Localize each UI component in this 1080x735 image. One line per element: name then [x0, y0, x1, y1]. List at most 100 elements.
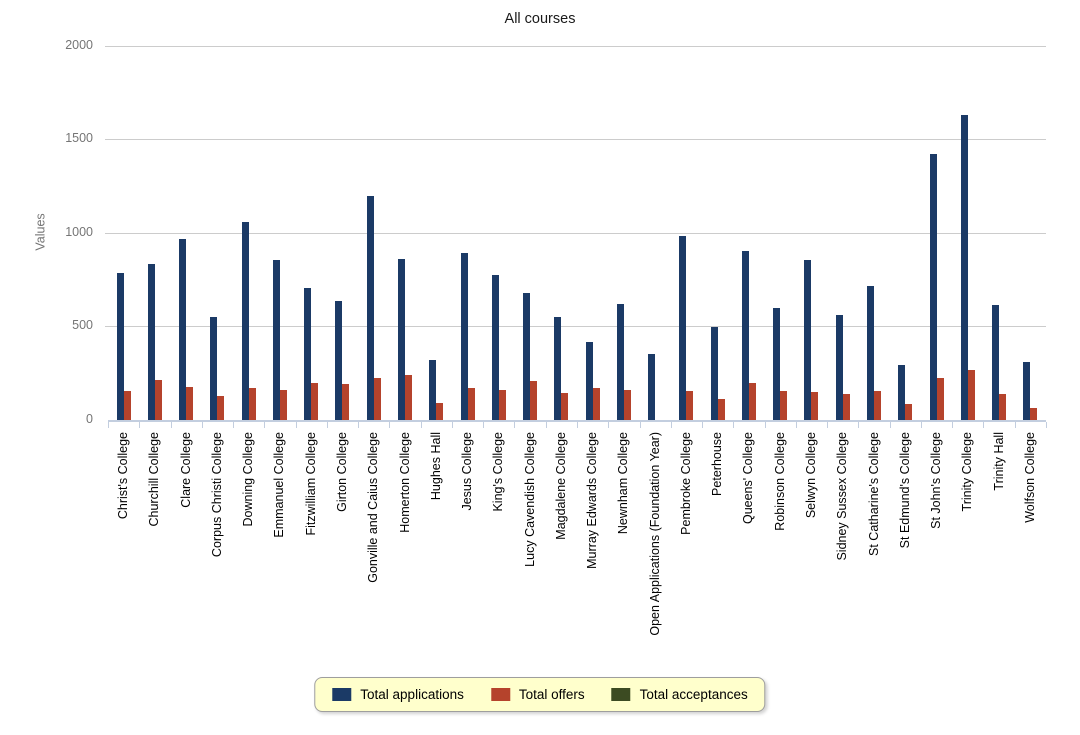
x-axis-tick [358, 421, 360, 428]
x-axis-tick [139, 421, 141, 428]
x-axis-tick [1046, 421, 1047, 428]
x-axis-tick [483, 421, 485, 428]
legend-item: Total acceptances [611, 687, 748, 702]
x-axis-tick [764, 421, 766, 428]
x-category-label: Pembroke College [671, 432, 702, 672]
bar-total-applications [523, 292, 531, 420]
bar-total-offers [936, 378, 944, 420]
x-axis-tick [451, 421, 453, 428]
bar-total-applications [460, 253, 468, 420]
x-category-label-text: Wolfson College [1022, 432, 1037, 523]
bar-group [202, 46, 233, 420]
y-tick-label: 1500 [65, 131, 93, 146]
bar-group [358, 46, 389, 420]
bar-total-offers [561, 393, 569, 420]
bar-total-offers [530, 381, 538, 420]
bar-group [890, 46, 921, 420]
x-axis-tick [1014, 421, 1016, 428]
legend-item: Total offers [490, 687, 585, 702]
bar-total-offers [717, 398, 725, 420]
bar-group [546, 46, 577, 420]
y-tick-label: 1000 [65, 224, 93, 239]
chart-title: All courses [504, 11, 576, 27]
x-category-label: Trinity College [952, 432, 983, 672]
x-category-label: Selwyn College [796, 432, 827, 672]
bar-total-applications [960, 115, 968, 420]
x-axis-tick [889, 421, 891, 428]
x-axis-tick [983, 421, 985, 428]
x-category-label-text: Newnham College [616, 432, 631, 535]
x-axis-tick [295, 421, 297, 428]
x-category-label-text: St Edmund's College [897, 432, 912, 549]
bar-total-offers [498, 389, 506, 420]
bar-total-offers [373, 378, 381, 420]
bar-total-applications [366, 196, 374, 420]
bar-total-offers [811, 391, 819, 420]
x-category-label: St Edmund's College [890, 432, 921, 672]
x-category-label: Sidney Sussex College [827, 432, 858, 672]
bar-group [671, 46, 702, 420]
x-axis-tick [233, 421, 235, 428]
legend: Total applications Total offers Total acce… [314, 677, 766, 712]
bar-total-offers [623, 389, 631, 420]
bar-total-applications [585, 342, 593, 420]
y-tick-label: 0 [86, 411, 93, 426]
bar-group [796, 46, 827, 420]
bar-total-applications [179, 239, 187, 420]
x-axis-tick [795, 421, 797, 428]
bar-total-applications [272, 259, 280, 420]
bar-group [858, 46, 889, 420]
bar-group [139, 46, 170, 420]
x-category-label-text: Murray Edwards College [585, 432, 600, 569]
x-category-label: Lucy Cavendish College [514, 432, 545, 672]
x-category-label: Robinson College [765, 432, 796, 672]
bar-total-applications [804, 259, 812, 420]
x-axis-tick [952, 421, 954, 428]
x-category-label-text: Robinson College [772, 432, 787, 531]
bar-total-applications [491, 274, 499, 420]
legend-swatch-total-applications [332, 688, 352, 701]
bar-total-applications [648, 354, 656, 420]
bar-group [483, 46, 514, 420]
bar-total-offers [467, 387, 475, 420]
bar-group [983, 46, 1014, 420]
x-axis-tick [108, 421, 109, 428]
bar-group [389, 46, 420, 420]
x-category-label: Open Applications (Foundation Year) [640, 432, 671, 672]
x-category-label: Christ's College [108, 432, 139, 672]
x-category-label: King's College [483, 432, 514, 672]
x-category-label-text: Churchill College [147, 432, 162, 527]
x-axis-tick [420, 421, 422, 428]
bar-group [296, 46, 327, 420]
x-category-label: Corpus Christi College [202, 432, 233, 672]
x-category-label-text: Pembroke College [678, 432, 693, 535]
grid-line-2000 [105, 46, 1046, 47]
bar-group [264, 46, 295, 420]
grid-line-500 [105, 326, 1046, 328]
bar-group [171, 46, 202, 420]
x-category-label: Downing College [233, 432, 264, 672]
bar-total-offers [279, 389, 287, 420]
x-category-label-text: Corpus Christi College [209, 432, 224, 558]
bar-group [921, 46, 952, 420]
bar-total-offers [217, 396, 225, 420]
x-category-label: Hughes Hall [421, 432, 452, 672]
bar-group [640, 46, 671, 420]
x-category-label-text: Peterhouse [710, 432, 725, 496]
bar-group [1015, 46, 1046, 420]
bar-total-applications [679, 235, 687, 420]
bar-total-offers [842, 394, 850, 420]
grid-line-1500 [105, 139, 1046, 141]
x-axis-tick [326, 421, 328, 428]
legend-item: Total applications [332, 687, 464, 702]
x-category-label-text: Magdalene College [553, 432, 568, 540]
bar-group [733, 46, 764, 420]
x-axis-tick [608, 421, 610, 428]
bar-total-offers [436, 402, 444, 420]
x-axis-tick [733, 421, 735, 428]
x-category-label-text: St Catharine's College [866, 432, 881, 556]
x-category-label-text: Gonville and Caius College [366, 432, 381, 583]
bar-total-applications [147, 263, 155, 420]
x-axis-tick [514, 421, 516, 428]
bar-total-applications [616, 303, 624, 420]
